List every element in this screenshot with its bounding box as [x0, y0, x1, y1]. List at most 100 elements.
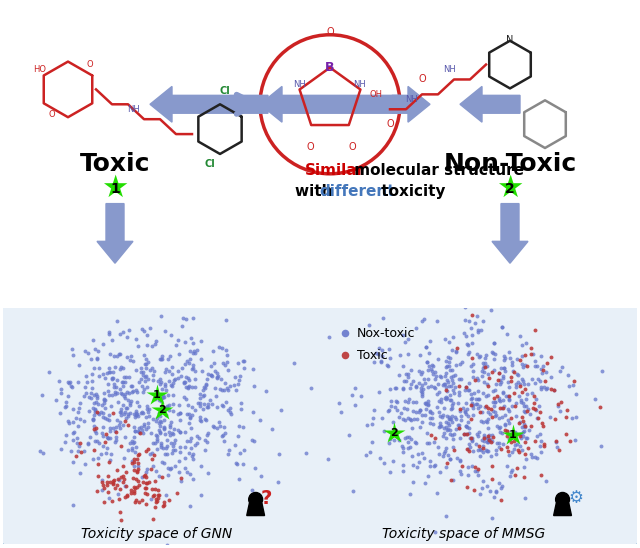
Point	[495, 444, 506, 453]
Point	[447, 412, 457, 421]
Point	[118, 462, 129, 471]
Point	[100, 430, 111, 439]
Point	[72, 439, 83, 448]
Point	[570, 413, 580, 422]
Point	[516, 413, 527, 421]
Point	[118, 478, 129, 487]
Point	[154, 425, 164, 434]
Point	[442, 459, 452, 467]
Point	[110, 363, 120, 372]
Point	[511, 354, 522, 363]
Point	[268, 425, 278, 433]
Point	[518, 426, 529, 435]
Point	[116, 389, 127, 398]
Text: toxicity: toxicity	[376, 184, 445, 199]
Point	[158, 391, 168, 399]
Point	[164, 423, 175, 432]
Point	[451, 361, 461, 370]
Point	[80, 346, 90, 355]
Point	[138, 478, 148, 487]
Point	[376, 356, 387, 365]
Point	[129, 422, 140, 431]
Point	[467, 330, 477, 339]
Point	[106, 402, 116, 411]
Point	[100, 414, 110, 423]
Point	[365, 448, 375, 456]
Point	[201, 380, 211, 389]
Point	[463, 463, 473, 471]
Point	[446, 476, 456, 484]
Point	[523, 380, 533, 389]
Point	[463, 385, 473, 394]
Point	[423, 472, 433, 481]
Point	[334, 398, 344, 407]
Point	[105, 368, 115, 376]
Point	[103, 487, 113, 496]
Point	[116, 404, 127, 413]
Point	[439, 379, 449, 388]
Point	[173, 426, 183, 435]
Point	[477, 389, 488, 397]
Point	[195, 413, 205, 421]
Point	[219, 386, 229, 395]
Point	[486, 475, 497, 484]
Point	[460, 303, 470, 312]
Point	[536, 471, 546, 480]
Point	[503, 447, 513, 456]
Point	[132, 467, 142, 476]
Point	[108, 475, 118, 484]
Point	[447, 476, 458, 484]
Point	[177, 364, 187, 373]
Point	[99, 395, 109, 403]
Point	[461, 332, 472, 341]
Point	[166, 381, 177, 390]
Point	[413, 407, 424, 416]
Point	[90, 436, 100, 445]
Point	[68, 458, 78, 467]
Point	[485, 487, 495, 495]
Point	[441, 386, 451, 395]
Point	[422, 400, 433, 409]
Point	[520, 385, 530, 393]
Point	[156, 397, 166, 406]
Point	[74, 422, 84, 431]
Point	[403, 443, 413, 452]
Point	[419, 315, 429, 323]
Point	[195, 393, 205, 402]
Point	[450, 383, 460, 391]
Point	[495, 428, 505, 437]
Point	[454, 433, 465, 442]
Point	[104, 456, 115, 465]
Point	[479, 362, 489, 370]
Point	[97, 481, 108, 489]
Point	[129, 487, 139, 495]
Point	[536, 352, 547, 361]
Point	[510, 402, 520, 410]
Point	[453, 423, 463, 432]
Point	[482, 379, 492, 388]
Point	[138, 327, 148, 335]
Point	[493, 376, 504, 385]
Point	[467, 433, 477, 442]
Point	[164, 427, 174, 436]
Point	[63, 378, 73, 386]
Point	[156, 441, 166, 449]
Point	[506, 376, 516, 385]
Point	[237, 423, 248, 432]
Point	[447, 401, 457, 410]
Point	[472, 399, 483, 408]
Point	[531, 453, 541, 461]
Point	[154, 471, 164, 480]
Point	[102, 481, 112, 489]
Point	[500, 410, 511, 419]
Point	[220, 361, 230, 369]
Point	[483, 423, 493, 432]
Point	[179, 378, 189, 386]
Point	[460, 315, 470, 324]
Point	[536, 437, 546, 446]
Point	[473, 471, 483, 480]
Point	[398, 384, 408, 393]
Point	[424, 362, 434, 371]
Point	[480, 363, 490, 372]
Point	[460, 399, 470, 408]
